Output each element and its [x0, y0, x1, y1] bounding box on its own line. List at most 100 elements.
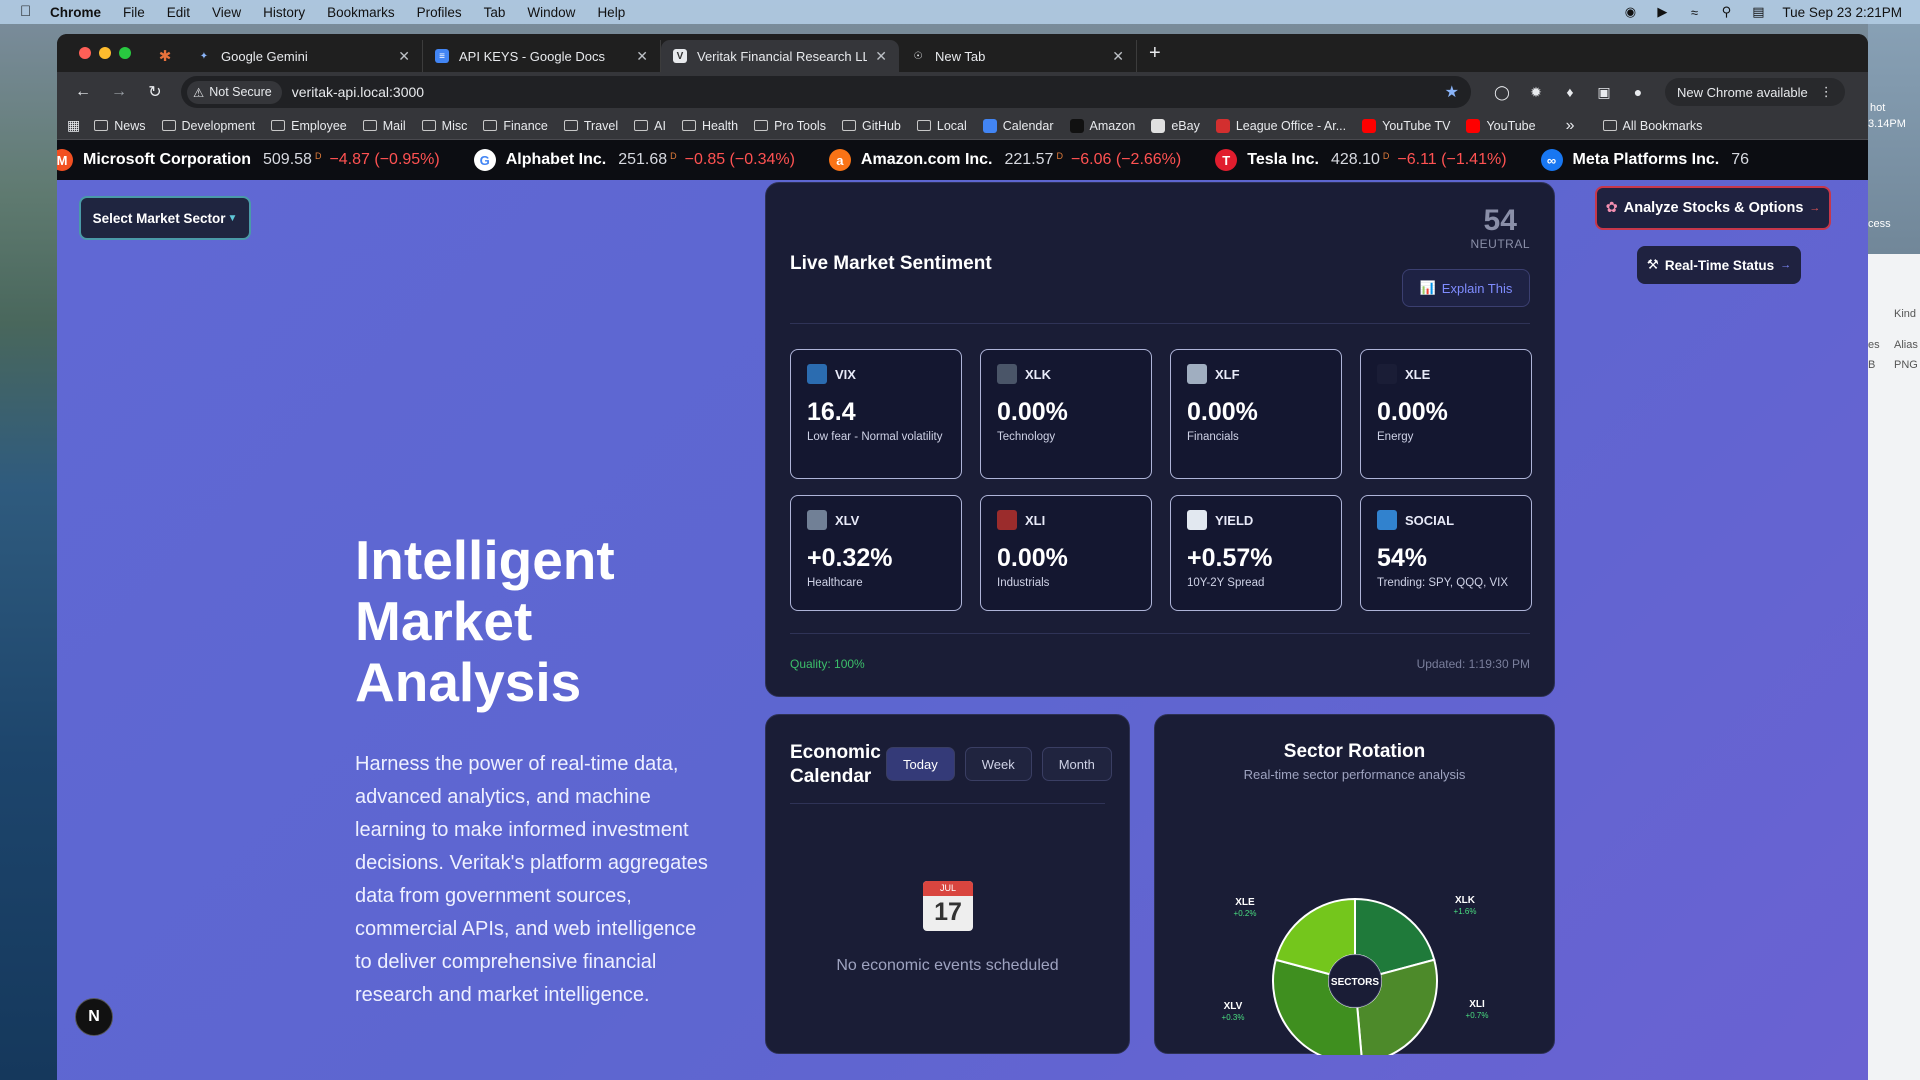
url-text[interactable]: veritak-api.local:3000 [291, 84, 425, 100]
bookmark-label: Mail [382, 118, 406, 133]
bookmark-item[interactable]: Finance [483, 119, 548, 133]
tab-week[interactable]: Week [964, 747, 1032, 781]
extension-gear-icon[interactable]: ✹ [1530, 83, 1542, 100]
nextjs-badge[interactable]: N [75, 998, 113, 1036]
menu-edit[interactable]: Edit [166, 4, 191, 20]
bookmark-item[interactable]: AI [634, 119, 666, 133]
back-icon[interactable]: ← [75, 83, 91, 100]
apps-grid-icon[interactable]: ▦ [67, 117, 81, 133]
tab-google-gemini[interactable]: ✦ Google Gemini ✕ [185, 40, 423, 72]
close-tab-icon[interactable]: ✕ [1112, 47, 1124, 64]
ticker-item[interactable]: G Alphabet Inc. 251.68 D −0.85 (−0.34%) [473, 149, 795, 171]
tab-new-tab[interactable]: ☉ New Tab ✕ [899, 40, 1137, 72]
tab-month[interactable]: Month [1041, 747, 1112, 781]
close-tab-icon[interactable]: ✕ [875, 47, 887, 64]
bookmark-item[interactable]: Development [161, 119, 255, 133]
metric-card-social[interactable]: SOCIAL 54% Trending: SPY, QQQ, VIX [1360, 495, 1532, 611]
tab-title: API KEYS - Google Docs [459, 48, 605, 64]
bookmark-label: AI [654, 118, 666, 133]
metric-card-xle[interactable]: XLE 0.00% Energy [1360, 349, 1532, 479]
menu-view[interactable]: View [212, 4, 242, 20]
analyze-label: Analyze Stocks & Options [1623, 200, 1804, 216]
sector-rotation-title: Sector Rotation [1283, 741, 1426, 762]
zoom-window-button[interactable] [119, 47, 131, 59]
extension-shield-icon[interactable]: ◯ [1494, 83, 1510, 100]
tab-today[interactable]: Today [886, 747, 955, 781]
menu-tab[interactable]: Tab [483, 4, 506, 20]
bookmark-item[interactable]: Travel [563, 119, 618, 133]
all-bookmarks-folder[interactable]: All Bookmarks [1602, 119, 1702, 133]
chrome-update-button[interactable]: New Chrome available ⋮ [1665, 78, 1845, 106]
docs-icon: ≡ [435, 49, 449, 63]
sentiment-score-value: 54 [1483, 204, 1517, 237]
bookmark-item[interactable]: YouTube [1466, 118, 1536, 133]
search-icon[interactable]: ⚲ [1721, 4, 1732, 19]
kebab-menu-icon[interactable]: ⋮ [1819, 84, 1833, 99]
bookmark-item[interactable]: Pro Tools [754, 119, 826, 133]
screen-search-icon[interactable]: ▣ [1597, 83, 1611, 100]
ticker-item[interactable]: M Microsoft Corporation 509.58 D −4.87 (−0.9… [57, 149, 440, 171]
bookmark-star-icon[interactable]: ★ [1444, 84, 1459, 101]
sector-label: XLI [1469, 999, 1485, 1010]
menu-profiles[interactable]: Profiles [416, 4, 462, 20]
metric-card-xlf[interactable]: XLF 0.00% Financials [1170, 349, 1342, 479]
explain-button[interactable]: 📊 Explain This [1402, 269, 1530, 307]
reload-icon[interactable]: ↻ [148, 84, 162, 101]
pinned-tab-claude[interactable]: ✱ [145, 40, 185, 72]
play-icon[interactable]: ▶ [1657, 4, 1668, 19]
sector-rotation-subtitle: Real-time sector performance analysis [1243, 767, 1466, 782]
bookmark-item[interactable]: Calendar [982, 118, 1054, 133]
ticker-item[interactable]: ∞ Meta Platforms Inc. 76 [1540, 149, 1761, 171]
close-window-button[interactable] [79, 47, 91, 59]
folder-icon [271, 120, 286, 131]
new-tab-button[interactable]: + [1149, 41, 1161, 64]
tab-veritak[interactable]: V Veritak Financial Research LLC ✕ [661, 40, 899, 72]
ticker-item[interactable]: T Tesla Inc. 428.10 D −6.11 (−1.41%) [1215, 149, 1507, 171]
analyze-stocks-button[interactable]: ✿ Analyze Stocks & Options → [1595, 186, 1831, 230]
bookmark-item[interactable]: News [94, 119, 146, 133]
metric-card-xlk[interactable]: XLK 0.00% Technology [980, 349, 1152, 479]
menu-help[interactable]: Help [597, 4, 626, 20]
sentiment-score: 54 NEUTRAL [1470, 204, 1530, 252]
bookmark-item[interactable]: eBay [1151, 118, 1200, 133]
bookmark-item[interactable]: League Office - Ar... [1215, 118, 1346, 133]
profile-avatar[interactable]: ● [1633, 84, 1643, 100]
metric-card-xlv[interactable]: XLV +0.32% Healthcare [790, 495, 962, 611]
apple-icon[interactable]:  [20, 4, 36, 20]
folder-icon [754, 120, 769, 131]
bookmark-item[interactable]: GitHub [841, 119, 901, 133]
real-time-status-button[interactable]: ⚒ Real-Time Status → [1637, 246, 1801, 284]
control-center-icon[interactable]: ▤ [1752, 4, 1765, 19]
address-bar[interactable]: ⚠ Not Secure veritak-api.local:3000 ★ [181, 76, 1471, 108]
menu-file[interactable]: File [123, 4, 145, 20]
select-sector-button[interactable]: Select Market Sector ▼ [79, 196, 251, 240]
menu-bookmarks[interactable]: Bookmarks [327, 4, 395, 20]
ticker-item[interactable]: a Amazon.com Inc. 221.57 D −6.06 (−2.66%) [828, 149, 1182, 171]
more-bookmarks-icon[interactable]: » [1565, 116, 1575, 134]
ticker-change: −6.06 (−2.66%) [1070, 151, 1182, 168]
forward-icon[interactable]: → [111, 83, 127, 100]
menu-window[interactable]: Window [527, 4, 576, 20]
site-favicon-icon [1215, 118, 1230, 133]
tab-api-keys[interactable]: ≡ API KEYS - Google Docs ✕ [423, 40, 661, 72]
menu-app-name[interactable]: Chrome [50, 4, 102, 20]
security-chip[interactable]: ⚠ Not Secure [187, 80, 282, 104]
bookmark-item[interactable]: Local [916, 119, 967, 133]
metric-card-xli[interactable]: XLI 0.00% Industrials [980, 495, 1152, 611]
bookmark-item[interactable]: Employee [271, 119, 347, 133]
menu-history[interactable]: History [263, 4, 306, 20]
password-manager-icon[interactable]: ◉ [1624, 4, 1637, 19]
metric-card-yield[interactable]: YIELD +0.57% 10Y-2Y Spread [1170, 495, 1342, 611]
extensions-puzzle-icon[interactable]: ♦ [1566, 84, 1574, 100]
metric-card-vix[interactable]: VIX 16.4 Low fear - Normal volatility [790, 349, 962, 479]
bookmark-item[interactable]: Amazon [1069, 118, 1135, 133]
bookmark-item[interactable]: Misc [421, 119, 467, 133]
menu-clock[interactable]: Tue Sep 23 2:21PM [1782, 4, 1902, 20]
bookmark-item[interactable]: YouTube TV [1362, 118, 1450, 133]
bookmark-item[interactable]: Mail [362, 118, 406, 133]
wifi-icon[interactable]: ≈ [1690, 4, 1698, 20]
minimize-window-button[interactable] [99, 47, 111, 59]
close-tab-icon[interactable]: ✕ [636, 47, 648, 64]
close-tab-icon[interactable]: ✕ [398, 47, 410, 64]
bookmark-item[interactable]: Health [681, 119, 738, 133]
